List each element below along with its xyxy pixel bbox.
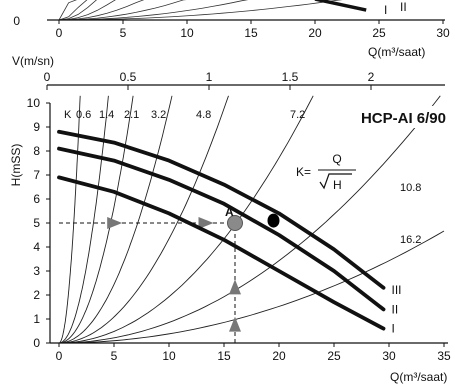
k-curve-label-16-2: 16.2 — [400, 234, 421, 246]
formula: K= Q H — [296, 152, 356, 192]
k-curve-2-1 — [58, 95, 134, 344]
y-tick-label-1: 1 — [33, 312, 40, 326]
top-x-tick-label-15: 15 — [244, 26, 258, 40]
x-tick-label-5: 5 — [111, 349, 118, 363]
top-pump-curve-stub — [314, 0, 367, 12]
top-pump-curves — [314, 0, 367, 12]
velocity-tick-label-2: 2 — [368, 70, 375, 84]
velocity-tick-label-1: 1 — [206, 70, 213, 84]
y-tick-label-5: 5 — [33, 216, 40, 230]
k-curve-label-3-2: 3.2 — [151, 109, 166, 121]
k-curve-4-8 — [58, 95, 229, 344]
top-curve-label-i: I — [384, 3, 387, 17]
flow-guide-arrow-2 — [229, 279, 241, 295]
y-tick-label-2: 2 — [33, 288, 40, 302]
x-tick-label-15: 15 — [217, 349, 231, 363]
formula-numerator: Q — [332, 152, 341, 166]
y-tick-label-6: 6 — [33, 192, 40, 206]
top-x-axis-label: Q(m³/saat) — [368, 45, 425, 59]
velocity-axis-label: V(m/sn) — [12, 54, 54, 68]
k-curve-label-0-6: 0.6 — [76, 109, 91, 121]
k-curve-1-4 — [58, 95, 109, 344]
y-ticks: 0 1 2 3 4 5 6 7 8 9 10 — [27, 96, 50, 350]
k-curve-3-2 — [58, 95, 173, 344]
operating-point-guides — [59, 217, 241, 343]
velocity-tick-label-0-5: 0.5 — [120, 70, 137, 84]
max-efficiency-point — [267, 213, 280, 228]
top-x-tick-label-25: 25 — [372, 26, 386, 40]
top-curve-label-ii: II — [400, 0, 407, 14]
top-panel: 0 5 10 15 20 25 30 0 Q(m³/saat) I II — [13, 0, 450, 59]
x-axis-label: Q(m³/saat) — [390, 370, 447, 384]
top-k-line-2-1 — [58, 0, 97, 21]
y-tick-label-9: 9 — [33, 120, 40, 134]
pump-curve-iii — [57, 129, 386, 290]
top-x-ticks: 0 5 10 15 20 25 30 — [56, 20, 450, 40]
head-guide-arrow-2 — [198, 217, 214, 229]
top-x-tick-label-10: 10 — [180, 26, 194, 40]
pump-curve-label-i: I — [392, 322, 395, 336]
k-curve-label-10-8: 10.8 — [400, 182, 421, 194]
k-curve-label-2-1: 2.1 — [124, 109, 139, 121]
x-tick-label-25: 25 — [327, 349, 341, 363]
velocity-tick-label-0: 0 — [44, 70, 51, 84]
top-k-line-1-4 — [58, 0, 88, 21]
flow-guide-arrow-1 — [229, 316, 241, 332]
y-tick-label-0: 0 — [33, 336, 40, 350]
velocity-axis-panel: V(m/sn) 0 0.5 1 1.5 2 — [12, 54, 445, 90]
top-k-line-16-2 — [59, 0, 343, 21]
pump-curve-label-ii: II — [392, 302, 399, 316]
pump-curves — [57, 129, 386, 331]
top-k-line-10-8 — [58, 0, 249, 21]
x-tick-label-0: 0 — [56, 349, 63, 363]
formula-root-sign — [319, 173, 352, 190]
top-x-tick-label-30: 30 — [436, 26, 450, 40]
x-tick-label-20: 20 — [272, 349, 286, 363]
top-x-tick-label-0: 0 — [56, 26, 63, 40]
velocity-tick-label-1-5: 1.5 — [282, 70, 299, 84]
y-tick-label-8: 8 — [33, 144, 40, 158]
k-curve-7-2 — [58, 95, 314, 344]
points: A — [225, 205, 280, 231]
y-tick-label-3: 3 — [33, 264, 40, 278]
top-x-tick-label-5: 5 — [120, 26, 127, 40]
top-x-tick-label-20: 20 — [308, 26, 322, 40]
k-curve-label-4-8: 4.8 — [196, 109, 211, 121]
operating-point-a — [227, 215, 243, 231]
title-background — [352, 106, 448, 128]
formula-denominator: H — [333, 178, 342, 192]
x-ticks: 0 5 10 15 20 25 30 35 — [56, 343, 451, 363]
k-header-label: K — [64, 109, 72, 121]
pump-curve-label-iii: III — [392, 283, 402, 297]
velocity-ticks: 0 0.5 1 1.5 2 — [44, 70, 375, 90]
k-curve-10-8 — [58, 95, 441, 344]
system-curves-k — [58, 95, 445, 344]
k-curve-label-1-4: 1.4 — [99, 109, 114, 121]
top-k-line-0-6 — [58, 0, 77, 21]
chart-title: HCP-AI 6/90 — [361, 110, 446, 127]
k-curve-0-6 — [58, 95, 81, 344]
formula-lhs: K= — [296, 165, 311, 179]
y-tick-label-7: 7 — [33, 168, 40, 182]
y-tick-label-4: 4 — [33, 240, 40, 254]
x-tick-label-10: 10 — [162, 349, 176, 363]
x-tick-label-30: 30 — [382, 349, 396, 363]
k-curve-labels: 0.6 1.4 2.1 3.2 4.8 7.2 10.8 16.2 — [76, 109, 421, 246]
y-tick-label-10: 10 — [27, 96, 41, 110]
pump-curve-ii — [57, 146, 386, 312]
pump-curve-i — [57, 175, 386, 331]
k-curve-label-7-2: 7.2 — [290, 109, 305, 121]
operating-point-label: A — [225, 205, 234, 219]
head-guide-arrow-1 — [107, 217, 123, 229]
top-y-tick-label: 0 — [13, 14, 20, 28]
k-curve-16-2 — [59, 230, 445, 344]
top-k-lines — [58, 0, 343, 21]
y-axis-label: H(mSS) — [9, 144, 23, 187]
x-tick-label-35: 35 — [437, 349, 451, 363]
